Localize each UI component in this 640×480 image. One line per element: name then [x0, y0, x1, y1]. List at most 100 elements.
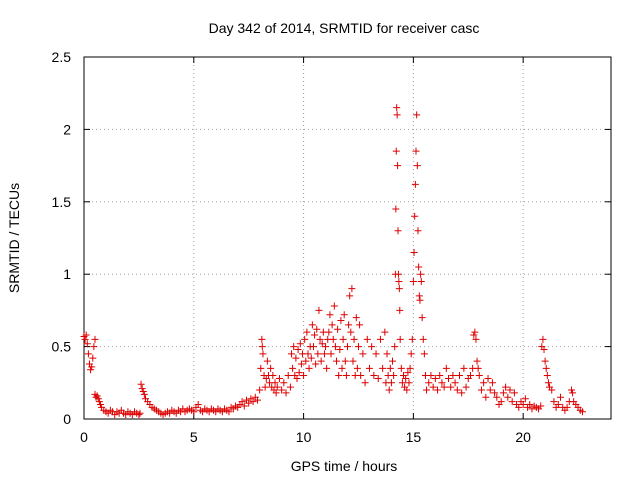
y-tick-label: 0: [63, 411, 71, 427]
data-point: [521, 395, 529, 403]
data-point: [414, 227, 422, 235]
data-point: [440, 383, 448, 391]
data-point: [425, 379, 433, 387]
data-point: [359, 350, 367, 358]
data-point: [90, 343, 98, 351]
data-point: [473, 357, 481, 365]
data-point: [403, 386, 411, 394]
data-point: [258, 343, 266, 351]
data-point: [541, 357, 549, 365]
x-tick-labels: 0 5 10 15 20: [80, 429, 531, 445]
data-point: [395, 277, 403, 285]
data-point: [392, 205, 400, 213]
data-point: [398, 379, 406, 387]
data-point: [376, 335, 384, 343]
data-point: [137, 380, 145, 388]
data-point: [238, 398, 246, 406]
data-point: [315, 306, 323, 314]
data-point: [447, 383, 455, 391]
x-axis-label: GPS time / hours: [291, 458, 398, 474]
data-point: [370, 372, 378, 380]
data-point: [286, 383, 294, 391]
data-point: [263, 357, 271, 365]
data-point: [477, 386, 485, 394]
data-point: [405, 379, 413, 387]
data-point: [434, 386, 442, 394]
data-point: [140, 390, 148, 398]
data-point: [409, 277, 417, 285]
data-point: [416, 296, 424, 304]
data-point: [320, 350, 328, 358]
data-point: [543, 372, 551, 380]
data-point: [556, 393, 564, 401]
data-point: [317, 357, 325, 365]
data-point: [284, 372, 292, 380]
data-point: [280, 379, 288, 387]
data-point: [519, 401, 527, 409]
data-point: [387, 379, 395, 387]
data-point: [94, 395, 102, 403]
data-point: [87, 366, 95, 374]
data-point: [305, 364, 313, 372]
data-point: [415, 263, 423, 271]
data-point: [348, 285, 356, 293]
data-point: [460, 364, 468, 372]
data-point: [391, 343, 399, 351]
data-point: [336, 345, 344, 353]
data-point: [361, 379, 369, 387]
data-point: [318, 340, 326, 348]
data-point: [548, 386, 556, 394]
data-point: [335, 372, 343, 380]
data-point: [84, 350, 92, 358]
x-tick-label: 20: [515, 429, 531, 445]
data-point: [240, 402, 248, 410]
data-point: [308, 321, 316, 329]
data-point: [288, 350, 296, 358]
data-point: [410, 248, 418, 256]
data-point: [458, 389, 466, 397]
data-point: [453, 386, 461, 394]
data-point: [451, 379, 459, 387]
data-point: [407, 350, 415, 358]
data-point: [540, 345, 548, 353]
data-point: [323, 364, 331, 372]
data-point: [379, 364, 387, 372]
data-point: [357, 372, 365, 380]
data-point: [515, 403, 523, 411]
data-point: [294, 345, 302, 353]
y-tick-label: 2.5: [52, 49, 72, 65]
data-point: [423, 386, 431, 394]
data-point: [471, 328, 479, 336]
data-point: [350, 335, 358, 343]
data-point: [297, 360, 305, 368]
data-point: [445, 374, 453, 382]
data-point: [462, 383, 470, 391]
data-point: [253, 396, 261, 404]
data-point: [257, 364, 265, 372]
data-point: [363, 335, 371, 343]
data-point: [436, 372, 444, 380]
data-point: [300, 372, 308, 380]
data-point: [394, 270, 402, 278]
data-point: [383, 350, 391, 358]
axis-ticks: [83, 56, 611, 420]
data-point: [442, 364, 450, 372]
data-point: [136, 409, 144, 417]
grid-lines: [84, 57, 611, 419]
data-point: [135, 411, 143, 419]
data-point: [497, 398, 505, 406]
y-tick-label: 0.5: [52, 339, 72, 355]
data-point: [344, 343, 351, 351]
data-point: [312, 360, 320, 368]
data-point: [480, 379, 488, 387]
data-point: [326, 311, 334, 319]
data-point: [327, 350, 335, 358]
data-point: [307, 354, 315, 362]
data-point: [396, 335, 404, 343]
data-point: [537, 402, 545, 410]
data-point: [356, 321, 364, 329]
data-point: [389, 357, 397, 365]
data-point: [482, 393, 490, 401]
data-point: [267, 364, 275, 372]
